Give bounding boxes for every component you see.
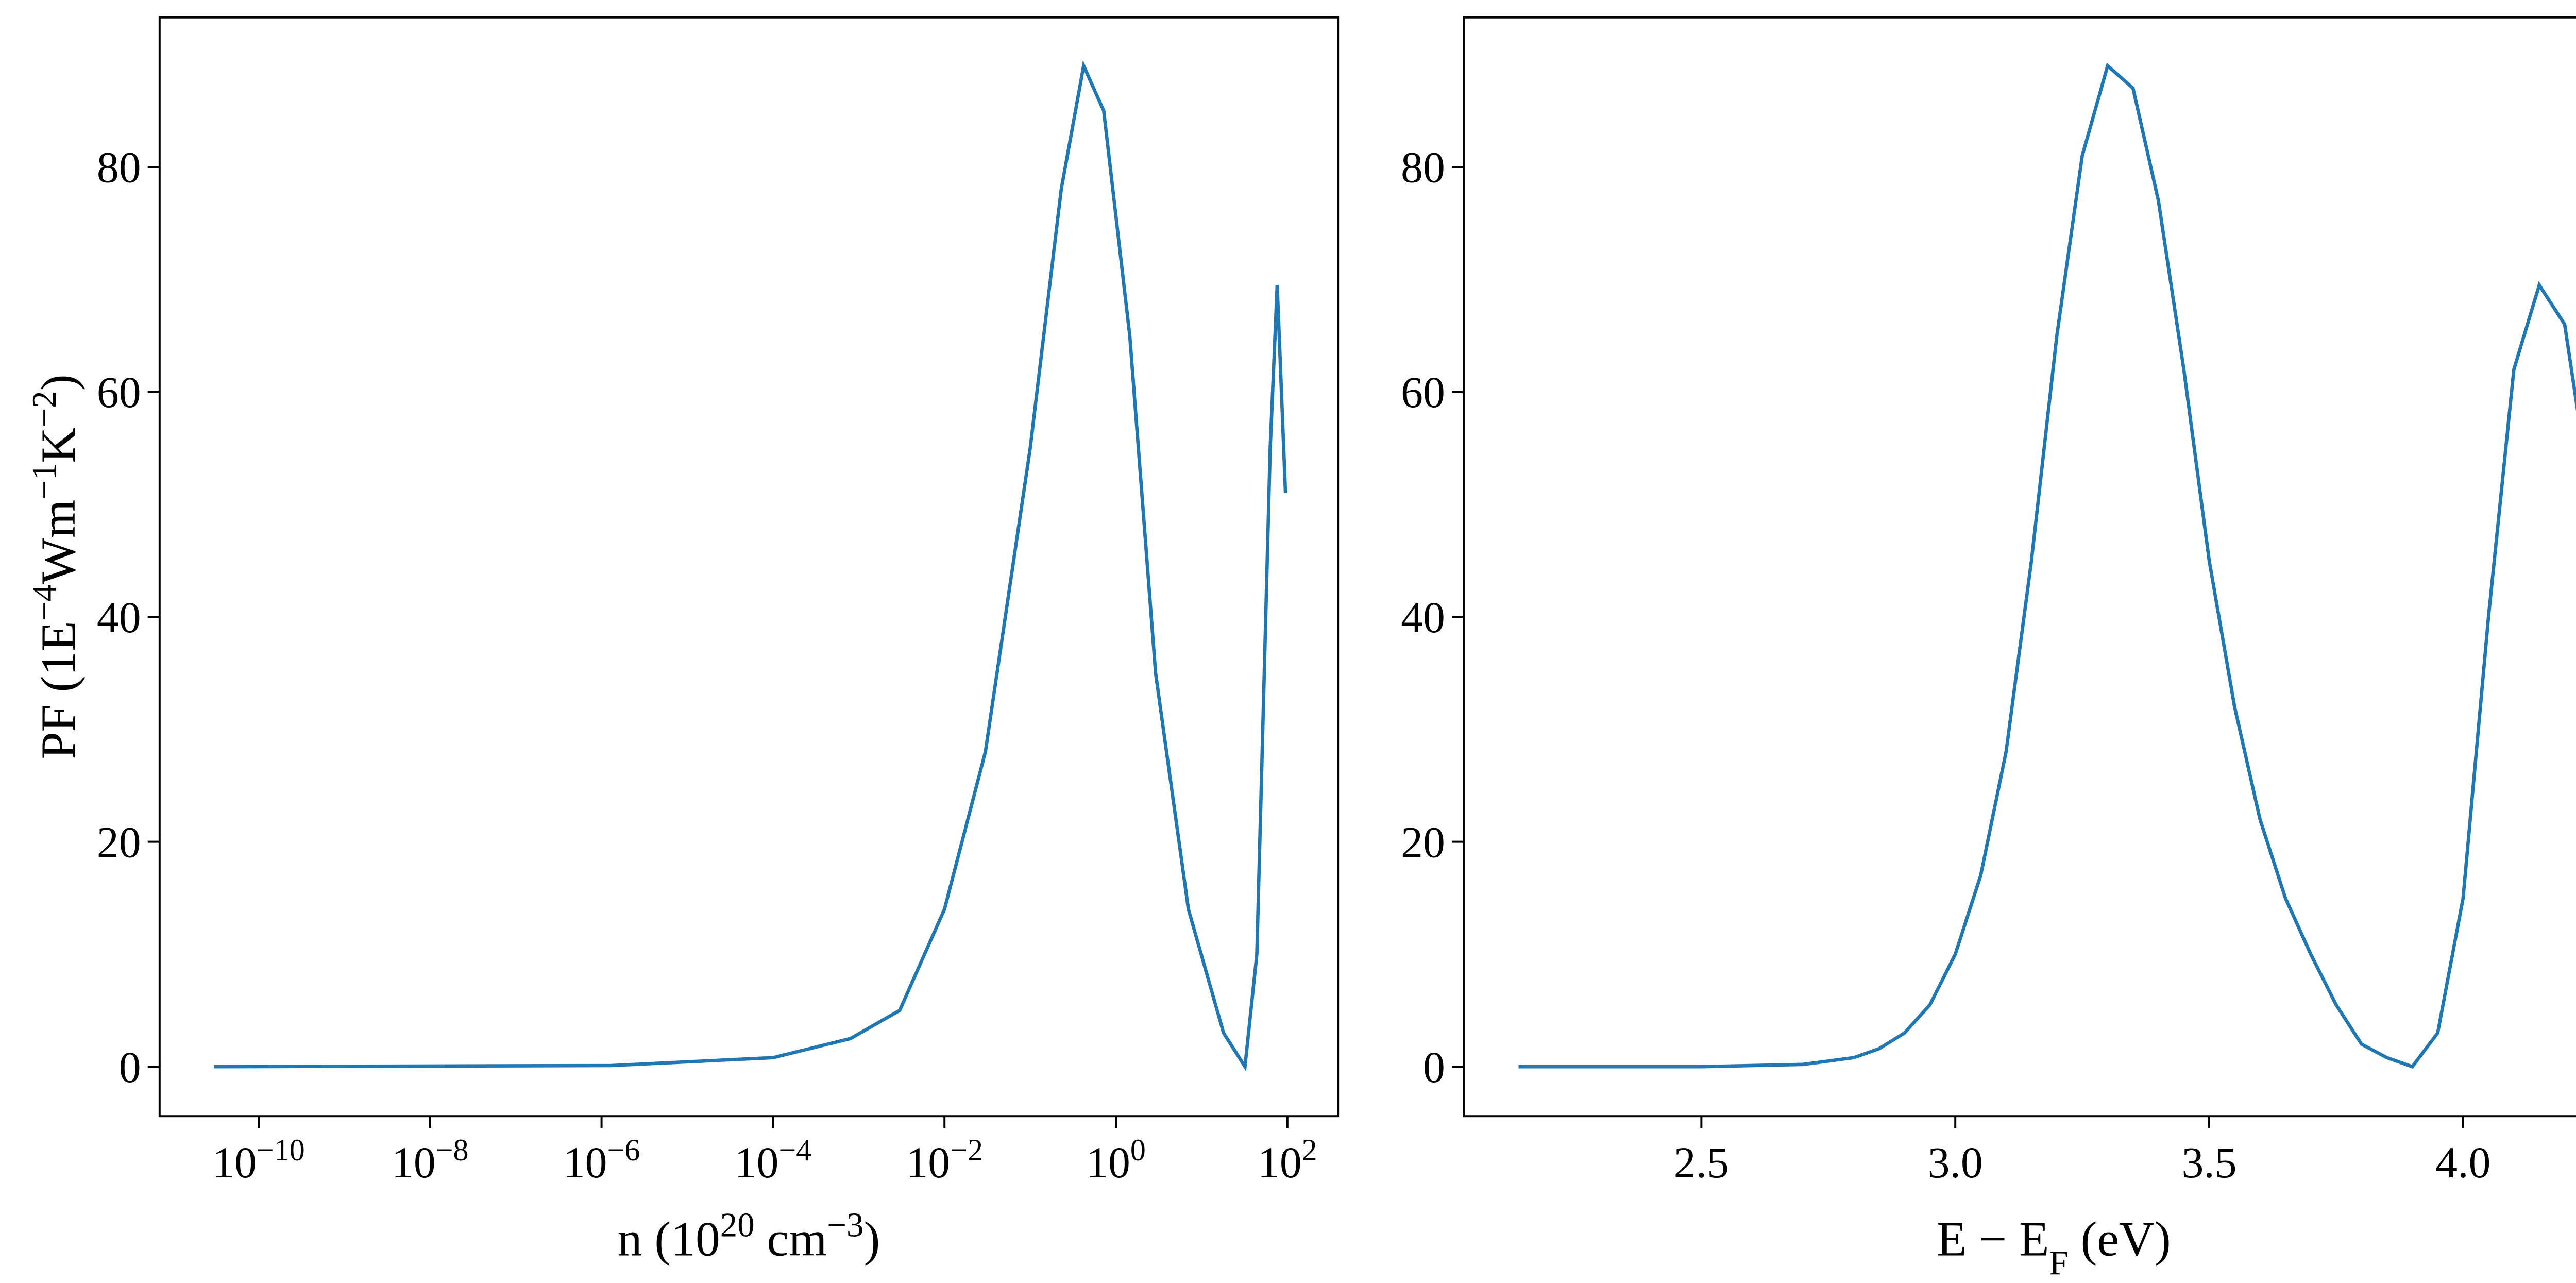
x-tick-label: 10−2 — [906, 1133, 983, 1187]
label-part: (eV) — [2069, 1211, 2171, 1266]
line-series — [213, 60, 1287, 1072]
y-tick-label: 80 — [1401, 143, 1445, 192]
tick-exponent: −10 — [257, 1133, 305, 1167]
x-tick-label: 100 — [1086, 1133, 1146, 1187]
x-tick-label: 4.0 — [2435, 1138, 2490, 1187]
label-part: ) — [31, 374, 86, 391]
label-part: K — [31, 427, 86, 463]
label-part: E − E — [1937, 1211, 2049, 1266]
label-part: −2 — [25, 391, 63, 427]
tick-base: 10 — [563, 1138, 607, 1187]
tick-base: 2.5 — [1674, 1138, 1729, 1187]
y-tick-label: 20 — [97, 818, 141, 867]
label-part: ) — [863, 1211, 880, 1266]
label-part: n (10 — [618, 1211, 720, 1266]
tick-base: 10 — [392, 1138, 436, 1187]
x-tick-label: 10−10 — [212, 1133, 304, 1187]
plot-frame — [1463, 16, 2576, 1118]
tick-exponent: −2 — [950, 1133, 983, 1167]
y-tick-label: 60 — [97, 368, 141, 417]
tick-base: 10 — [1258, 1138, 1302, 1187]
y-axis-label: PF (1E−4Wm−1K−2) — [25, 374, 86, 759]
x-tick-label: 3.0 — [1928, 1138, 1983, 1187]
subplot: 0 20 40 60 80 2.5 3.0 3.5 4.0 E − EF (eV) — [1401, 16, 2576, 1282]
x-tick-label: 3.5 — [2181, 1138, 2236, 1187]
tick-base: 4.0 — [2435, 1138, 2490, 1187]
y-tick-label: 20 — [1401, 818, 1445, 867]
tick-exponent: −6 — [607, 1133, 640, 1167]
x-tick-label: 10−8 — [392, 1133, 468, 1187]
tick-exponent: 2 — [1302, 1133, 1317, 1167]
tick-base: 3.0 — [1928, 1138, 1983, 1187]
x-axis-label: E − EF (eV) — [1937, 1211, 2171, 1282]
tick-base: 10 — [906, 1138, 950, 1187]
line-series — [1518, 62, 2576, 1069]
y-tick-label: 60 — [1401, 368, 1445, 417]
tick-exponent: −4 — [778, 1133, 811, 1167]
x-tick-label: 2.5 — [1674, 1138, 1729, 1187]
label-part: PF (1E — [31, 621, 86, 759]
y-tick-label: 80 — [97, 143, 141, 192]
y-tick-label: 0 — [119, 1043, 141, 1092]
tick-exponent: −8 — [436, 1133, 469, 1167]
x-tick-label: 10−6 — [563, 1133, 640, 1187]
plot-frame — [158, 16, 1340, 1118]
x-tick-label: 10−4 — [735, 1133, 812, 1187]
label-part: cm — [755, 1211, 827, 1266]
x-tick-label: 102 — [1258, 1133, 1317, 1187]
tick-base: 10 — [212, 1138, 257, 1187]
x-axis-label: n (1020 cm−3) — [618, 1206, 880, 1266]
label-part: −3 — [827, 1206, 863, 1244]
label-part: 20 — [720, 1206, 755, 1244]
tick-base: 10 — [1086, 1138, 1130, 1187]
tick-base: 3.5 — [2181, 1138, 2236, 1187]
tick-exponent: 0 — [1130, 1133, 1146, 1167]
y-tick-label: 40 — [1401, 593, 1445, 642]
label-part: −4 — [25, 584, 63, 621]
label-part: −1 — [25, 463, 63, 499]
tick-base: 10 — [735, 1138, 779, 1187]
label-part: F — [2049, 1244, 2069, 1282]
y-tick-label: 40 — [97, 593, 141, 642]
label-part: Wm — [31, 500, 86, 585]
y-tick-label: 0 — [1423, 1043, 1445, 1092]
